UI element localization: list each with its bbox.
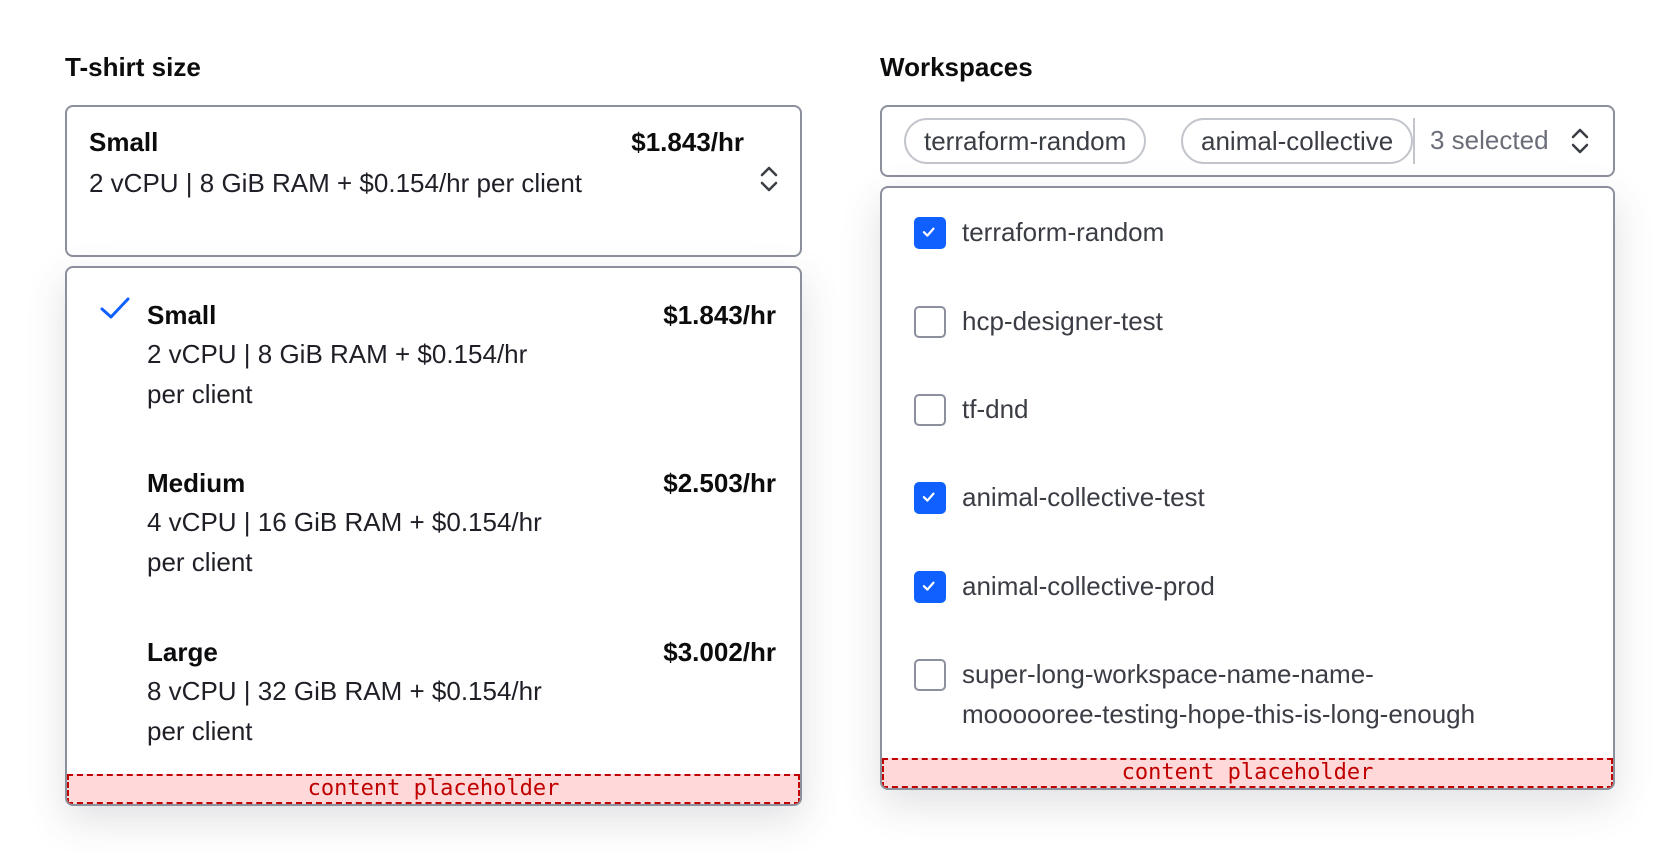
workspace-name: hcp-designer-test [962, 306, 1163, 336]
tshirt-size-listbox: Small $1.843/hr 2 vCPU | 8 GiB RAM + $0.… [65, 266, 802, 806]
workspace-option[interactable]: terraform-random [882, 208, 1613, 258]
workspace-option[interactable]: super-long-workspace-name-name- mooooore… [882, 650, 1613, 740]
tshirt-size-label: T-shirt size [65, 52, 201, 82]
option-name: Small [147, 300, 217, 330]
option-desc: per client [147, 379, 253, 409]
workspace-name: animal-collective-test [962, 482, 1205, 512]
workspace-name: moooooree-testing-hope-this-is-long-enou… [962, 699, 1476, 729]
workspaces-select[interactable]: terraform-random animal-collective 3 sel… [880, 105, 1615, 177]
option-desc: per client [147, 716, 253, 746]
selected-chip: animal-collective [1181, 118, 1413, 164]
checkbox-checked[interactable] [914, 217, 946, 249]
option-name: Medium [147, 468, 246, 498]
option-price: $3.002/hr [663, 637, 776, 667]
option-desc: 4 vCPU | 16 GiB RAM + $0.154/hr [147, 507, 542, 537]
content-placeholder: content placeholder [67, 774, 800, 804]
selected-size-price: $1.843/hr [631, 127, 744, 157]
option-price: $1.843/hr [663, 300, 776, 330]
selected-count: 3 selected [1430, 125, 1549, 155]
workspace-name: tf-dnd [962, 394, 1029, 424]
option-desc: per client [147, 547, 253, 577]
chevron-up-down-icon [1571, 128, 1589, 154]
option-name: Large [147, 637, 218, 667]
workspace-option[interactable]: animal-collective-test [882, 473, 1613, 523]
workspace-name: terraform-random [962, 217, 1165, 247]
tshirt-size-select[interactable]: Small $1.843/hr 2 vCPU | 8 GiB RAM + $0.… [65, 105, 802, 257]
option-small[interactable]: Small $1.843/hr 2 vCPU | 8 GiB RAM + $0.… [67, 268, 800, 436]
workspaces-listbox: terraform-random hcp-designer-test tf-dn… [880, 186, 1615, 790]
workspace-name: animal-collective-prod [962, 571, 1215, 601]
check-icon [100, 297, 130, 319]
content-placeholder: content placeholder [882, 758, 1613, 788]
option-medium[interactable]: Medium $2.503/hr 4 vCPU | 16 GiB RAM + $… [67, 436, 800, 604]
checkbox-unchecked[interactable] [914, 306, 946, 338]
workspace-name: super-long-workspace-name-name- [962, 659, 1374, 689]
workspace-option[interactable]: tf-dnd [882, 385, 1613, 435]
selected-size-name: Small [89, 127, 159, 157]
selected-size-desc: 2 vCPU | 8 GiB RAM + $0.154/hr per clien… [89, 168, 583, 198]
option-large[interactable]: Large $3.002/hr 8 vCPU | 32 GiB RAM + $0… [67, 605, 800, 773]
check-icon [922, 492, 935, 502]
workspace-option[interactable]: animal-collective-prod [882, 562, 1613, 612]
option-desc: 2 vCPU | 8 GiB RAM + $0.154/hr [147, 339, 528, 369]
workspace-option[interactable]: hcp-designer-test [882, 297, 1613, 347]
checkbox-checked[interactable] [914, 571, 946, 603]
chevron-up-down-icon [760, 166, 778, 192]
checkbox-unchecked[interactable] [914, 659, 946, 691]
option-price: $2.503/hr [663, 468, 776, 498]
check-icon [922, 227, 935, 237]
workspaces-label: Workspaces [880, 52, 1033, 82]
selected-chip: terraform-random [904, 118, 1147, 164]
option-desc: 8 vCPU | 32 GiB RAM + $0.154/hr [147, 676, 542, 706]
checkbox-checked[interactable] [914, 482, 946, 514]
checkbox-unchecked[interactable] [914, 394, 946, 426]
check-icon [922, 581, 935, 591]
